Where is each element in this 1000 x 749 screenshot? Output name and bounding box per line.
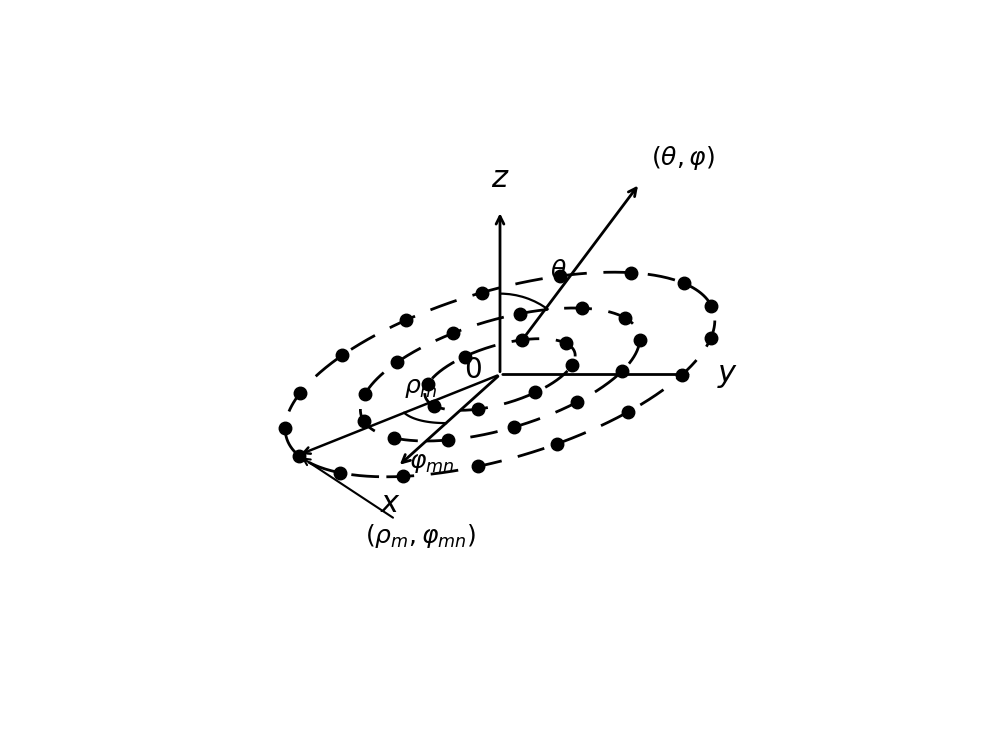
Text: $\varphi_{mn}$: $\varphi_{mn}$ [409,452,454,475]
Text: $x$: $x$ [380,488,401,518]
Text: $(\theta,\varphi)$: $(\theta,\varphi)$ [651,145,715,172]
Text: $0$: $0$ [464,357,482,384]
Text: $(\rho_m,\varphi_{mn})$: $(\rho_m,\varphi_{mn})$ [303,458,476,550]
Text: $y$: $y$ [717,359,738,390]
Text: $z$: $z$ [491,163,509,195]
Text: $\theta$: $\theta$ [550,260,567,283]
Text: $\rho_m$: $\rho_m$ [404,377,437,401]
